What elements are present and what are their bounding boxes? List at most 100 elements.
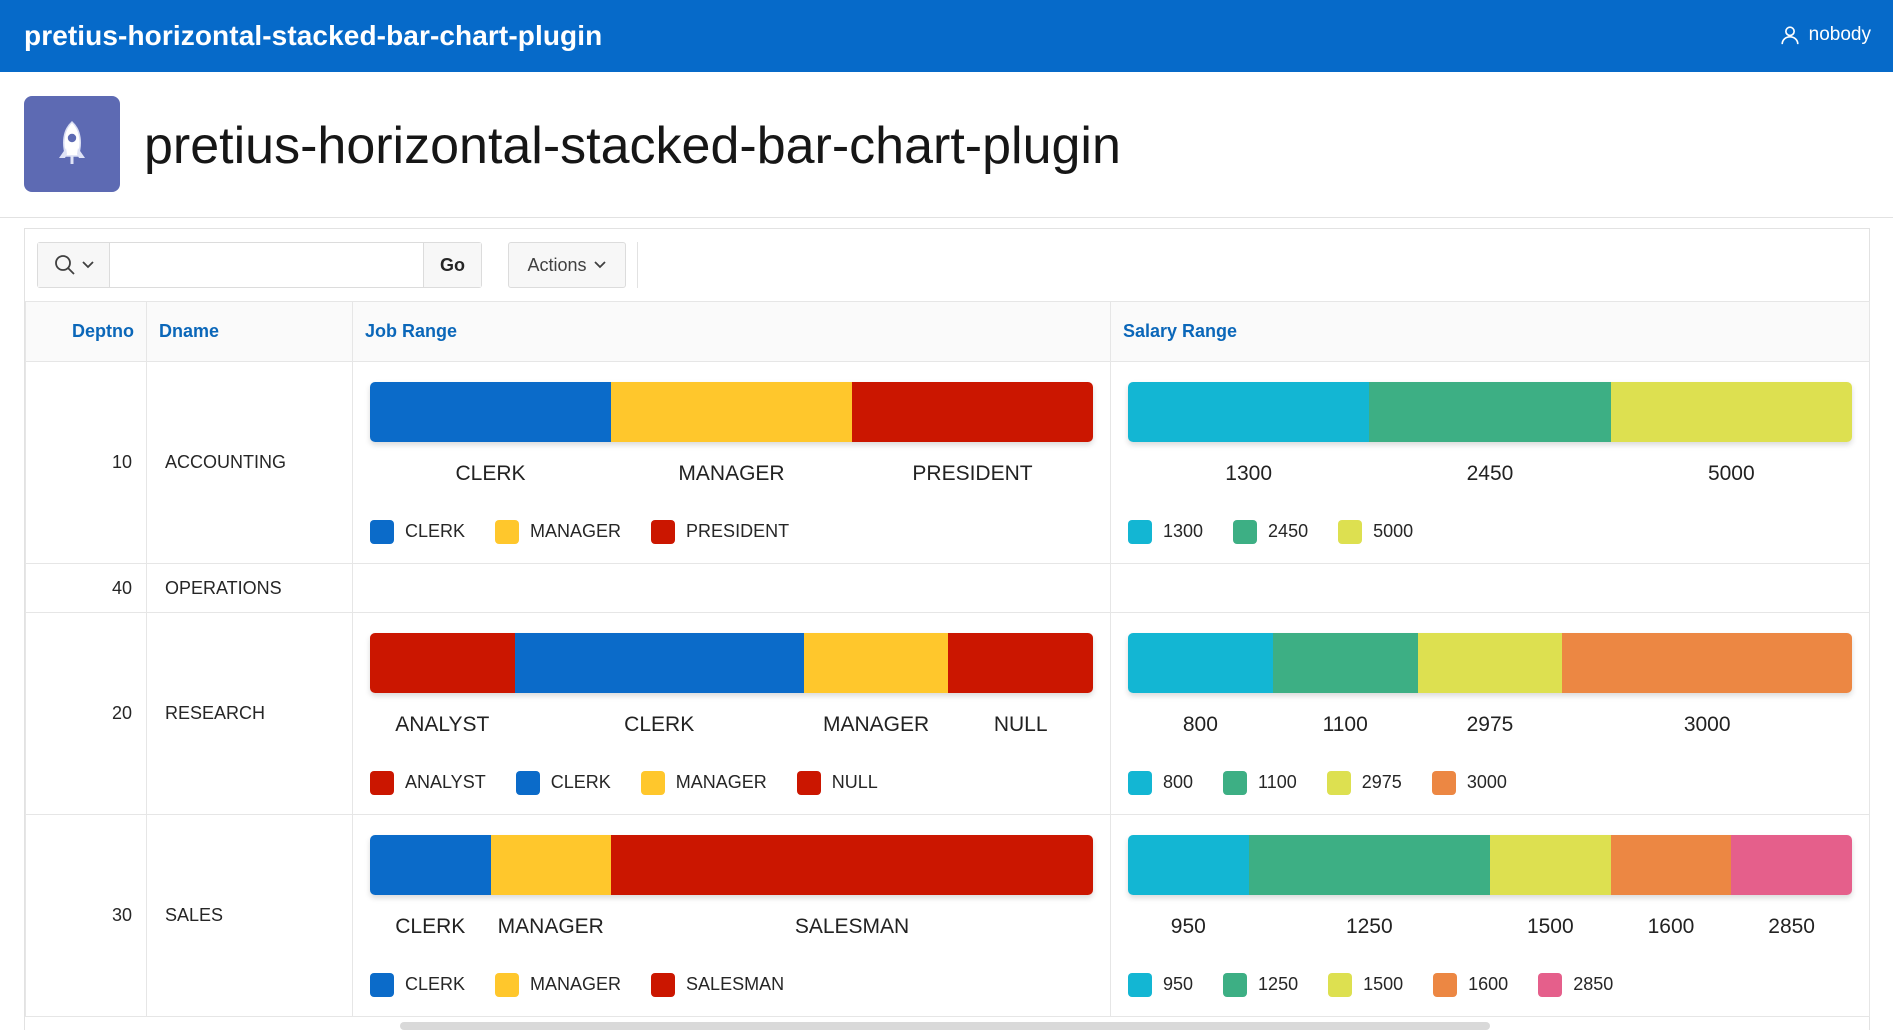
deptno-cell: 30 — [25, 814, 147, 1017]
job-bar-segment[interactable] — [852, 381, 1093, 442]
job-legend-item[interactable]: SALESMAN — [651, 972, 784, 997]
salary-legend-item[interactable]: 1250 — [1223, 972, 1299, 997]
salary-bar-segment[interactable] — [1562, 632, 1852, 693]
job-bar-segment[interactable] — [370, 632, 515, 693]
job-bar-segment[interactable] — [611, 834, 1093, 895]
go-button[interactable]: Go — [423, 243, 481, 287]
salary-legend-item[interactable]: 800 — [1128, 770, 1194, 795]
job-legend-label: CLERK — [405, 521, 466, 541]
salary-bar-segment[interactable] — [1610, 381, 1852, 442]
report-toolbar: Go Actions — [25, 229, 1869, 301]
salary-bar-segment[interactable] — [1417, 632, 1563, 693]
page-title: pretius-horizontal-stacked-bar-chart-plu… — [144, 117, 1121, 175]
salary-bar-segment[interactable] — [1128, 632, 1273, 693]
job-stacked-bar — [370, 381, 1093, 442]
salary-bar-segment[interactable] — [1248, 834, 1490, 895]
table-header-row: Deptno Dname Job Range Salary Range — [25, 301, 1870, 362]
salary-legend-item[interactable]: 1600 — [1433, 972, 1508, 997]
job-legend-label: PRESIDENT — [686, 521, 790, 541]
job-legend-item[interactable]: CLERK — [370, 972, 465, 997]
job-bar-segment[interactable] — [370, 834, 491, 895]
chevron-down-icon — [81, 261, 94, 269]
salary-legend-label: 950 — [1163, 974, 1194, 994]
job-legend-item[interactable]: CLERK — [515, 770, 611, 795]
salary-legend-swatch — [1128, 519, 1152, 544]
salary-legend-label: 2850 — [1573, 974, 1614, 994]
table-row: 20 RESEARCH ANALYST CLERK MANAGER NULL ANALYST… — [25, 612, 1870, 815]
app-title[interactable]: pretius-horizontal-stacked-bar-chart-plu… — [24, 20, 603, 51]
salary-legend-label: 1250 — [1258, 974, 1299, 994]
chevron-down-icon — [593, 261, 606, 269]
deptno-cell: 20 — [25, 612, 147, 815]
salary-legend-item[interactable]: 950 — [1128, 972, 1194, 997]
column-header-dname[interactable]: Dname — [146, 301, 353, 362]
job-segment-label: CLERK — [624, 712, 695, 736]
salary-segment-label: 1100 — [1322, 712, 1368, 736]
salary-bar-segment[interactable] — [1489, 834, 1611, 895]
user-menu[interactable]: nobody — [1779, 24, 1871, 46]
search-input[interactable] — [110, 243, 423, 287]
job-legend-item[interactable]: MANAGER — [640, 770, 767, 795]
salary-legend-swatch — [1431, 770, 1456, 795]
actions-label: Actions — [527, 254, 587, 275]
job-legend-item[interactable]: ANALYST — [370, 770, 486, 795]
job-legend: ANALYST CLERK MANAGER NULL — [370, 770, 1093, 795]
salary-bar-segment[interactable] — [1128, 381, 1370, 442]
column-header-salary-range[interactable]: Salary Range — [1110, 301, 1870, 362]
salary-legend-item[interactable]: 2850 — [1538, 972, 1614, 997]
salary-legend-item[interactable]: 1100 — [1223, 770, 1297, 795]
salary-bar-segment[interactable] — [1272, 632, 1418, 693]
salary-legend-item[interactable]: 3000 — [1431, 770, 1507, 795]
column-header-deptno[interactable]: Deptno — [25, 301, 147, 362]
table-row: 30 SALES CLERK MANAGER SALESMAN CLERK MANAGER S… — [25, 814, 1870, 1017]
salary-legend-item[interactable]: 1300 — [1128, 519, 1203, 544]
salary-segment-label: 2975 — [1466, 712, 1514, 736]
actions-menu-button[interactable]: Actions — [508, 242, 626, 288]
salary-legend-swatch — [1433, 972, 1458, 997]
job-segment-label: MANAGER — [822, 712, 930, 736]
salary-bar-segment[interactable] — [1731, 834, 1852, 895]
search-column-selector[interactable] — [38, 243, 110, 287]
job-legend-swatch — [796, 770, 821, 795]
job-bar-segment[interactable] — [514, 632, 804, 693]
job-legend-item[interactable]: MANAGER — [495, 519, 621, 544]
salary-legend-swatch — [1223, 770, 1248, 795]
salary-segment-label: 2450 — [1466, 461, 1514, 485]
salary-bar-segment[interactable] — [1369, 381, 1611, 442]
job-legend-item[interactable]: PRESIDENT — [651, 519, 790, 544]
job-legend-label: NULL — [831, 772, 878, 792]
dname-cell: RESEARCH — [146, 612, 353, 815]
deptno-cell: 40 — [25, 563, 147, 613]
job-bar-segment[interactable] — [370, 381, 611, 442]
salary-segment-labels: 1300 2450 5000 — [1128, 462, 1852, 488]
column-header-job-range[interactable]: Job Range — [352, 301, 1111, 362]
job-legend-swatch — [515, 770, 540, 795]
top-navigation-bar: pretius-horizontal-stacked-bar-chart-plu… — [0, 0, 1893, 72]
salary-legend-swatch — [1233, 519, 1258, 544]
salary-legend-label: 2450 — [1268, 521, 1309, 541]
job-bar-segment[interactable] — [803, 632, 949, 693]
job-legend-item[interactable]: MANAGER — [495, 972, 621, 997]
salary-legend-item[interactable]: 2450 — [1233, 519, 1309, 544]
job-segment-label: SALESMAN — [794, 914, 910, 938]
job-segment-label: MANAGER — [678, 461, 785, 485]
horizontal-scrollbar[interactable] — [400, 1022, 1490, 1030]
job-bar-segment[interactable] — [611, 381, 852, 442]
salary-bar-segment[interactable] — [1128, 834, 1249, 895]
salary-legend-label: 800 — [1163, 772, 1194, 792]
salary-segment-label: 1300 — [1225, 461, 1273, 485]
salary-legend-item[interactable]: 5000 — [1338, 519, 1413, 544]
salary-bar-segment[interactable] — [1610, 834, 1732, 895]
salary-legend-swatch — [1328, 972, 1353, 997]
salary-range-cell: 950 1250 1500 1600 2850 950 1250 1500 1600 2850 — [1110, 814, 1870, 1017]
job-bar-segment[interactable] — [490, 834, 611, 895]
job-legend-item[interactable]: CLERK — [370, 519, 466, 544]
job-segment-labels: CLERK MANAGER SALESMAN — [370, 915, 1093, 941]
salary-legend-item[interactable]: 2975 — [1326, 770, 1402, 795]
report-table: Deptno Dname Job Range Salary Range 10 AC… — [25, 301, 1870, 1017]
job-range-cell: CLERK MANAGER SALESMAN CLERK MANAGER SALESMAN — [352, 814, 1111, 1017]
salary-legend-item[interactable]: 1500 — [1328, 972, 1403, 997]
job-legend-item[interactable]: NULL — [796, 770, 878, 795]
salary-range-cell — [1110, 563, 1870, 613]
job-bar-segment[interactable] — [948, 632, 1093, 693]
